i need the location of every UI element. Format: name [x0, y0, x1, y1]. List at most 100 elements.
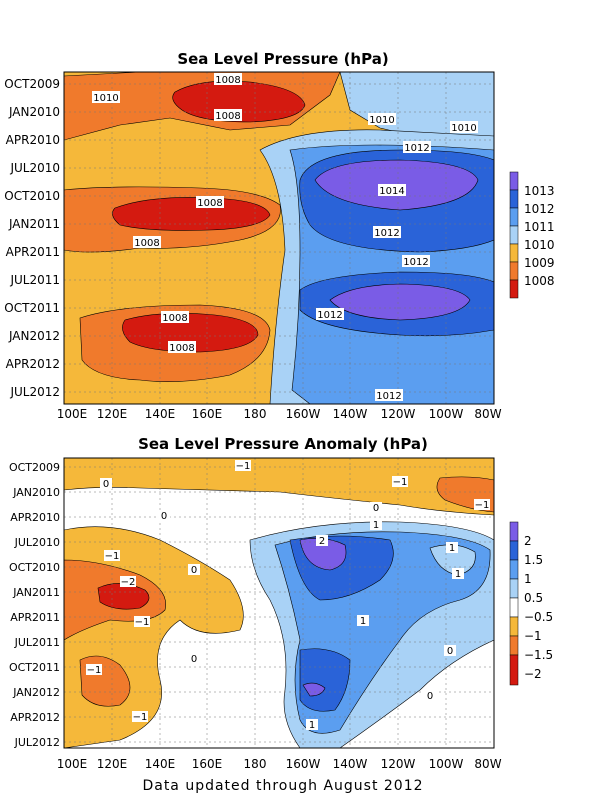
- colorbar-swatch: [509, 189, 519, 209]
- svg-text:1008: 1008: [215, 75, 240, 86]
- svg-text:−1: −1: [133, 712, 148, 723]
- colorbar-label: 1.5: [524, 553, 543, 567]
- svg-text:1: 1: [360, 616, 366, 627]
- svg-text:−1: −1: [135, 617, 150, 628]
- contour-label: 1014: [378, 184, 406, 197]
- colorbar-swatch: [509, 635, 519, 656]
- y-tick-label: OCT2010: [4, 189, 60, 203]
- y-tick-label: APR2012: [6, 357, 60, 371]
- colorbar-label: 1013: [524, 184, 555, 198]
- colorbar-label: 0.5: [524, 591, 543, 605]
- heatmap-field: [64, 458, 494, 748]
- y-tick-label: JUL2010: [14, 536, 60, 549]
- contour-label: 1008: [214, 109, 242, 122]
- colorbar-swatch: [509, 171, 519, 191]
- colorbar-label: −1.5: [524, 648, 553, 662]
- contour-label: 1012: [375, 389, 403, 402]
- grid: [64, 72, 494, 404]
- colorbar: 1013 1012 1011 1010 1009 1008: [509, 171, 555, 299]
- x-tick-label: 80W: [474, 757, 501, 771]
- svg-text:−1: −1: [475, 500, 490, 511]
- contour-label: 1: [452, 568, 464, 580]
- x-tick-label: 120W: [381, 757, 416, 771]
- svg-text:1010: 1010: [451, 123, 476, 134]
- region-1014-east-2: [329, 283, 471, 321]
- colorbar-label: −1: [524, 629, 542, 643]
- y-axis-labels: OCT2009 JAN2010 APR2010 JUL2010 OCT2010 …: [9, 461, 60, 749]
- contour-label: 1: [446, 542, 458, 554]
- footer-note: Data updated through August 2012: [142, 778, 423, 794]
- colorbar-label: 1008: [524, 274, 555, 288]
- region-1008-mid: [112, 197, 271, 231]
- contour-label: −1: [235, 460, 251, 472]
- colorbar-swatch: [509, 597, 519, 618]
- region-pos2-east-low: [302, 682, 326, 697]
- svg-text:0: 0: [103, 479, 109, 490]
- y-axis-labels: OCT2009 JAN2010 APR2010 JUL2010 OCT2010 …: [4, 77, 60, 399]
- contour-label: 1012: [316, 308, 344, 321]
- colorbar-swatch: [509, 225, 519, 245]
- svg-text:1: 1: [373, 520, 379, 531]
- x-tick-label: 100W: [429, 407, 464, 421]
- contour-label: 1008: [133, 236, 161, 249]
- colorbar-label: −2: [524, 667, 542, 681]
- y-tick-label: JUL2011: [14, 636, 60, 649]
- contour-label: 1008: [214, 73, 242, 86]
- colorbar-swatch: [509, 521, 519, 542]
- y-tick-label: JUL2011: [9, 273, 60, 287]
- svg-text:1014: 1014: [379, 186, 404, 197]
- svg-text:1008: 1008: [134, 238, 159, 249]
- x-tick-label: 140E: [145, 407, 176, 421]
- svg-text:1: 1: [449, 543, 455, 554]
- contour-label: 0: [370, 502, 382, 514]
- svg-text:−1: −1: [393, 477, 408, 488]
- contour-labels: 1008 1008 1010 1010 1010 1012 1014 1008 …: [92, 73, 478, 402]
- contour-labels: −1 −1 0 −1 0 0 1 2 −1 1 0 1 −2 −1 1 0 −1…: [86, 460, 490, 731]
- y-tick-label: JAN2011: [8, 217, 60, 231]
- svg-text:0: 0: [427, 691, 433, 702]
- svg-text:1008: 1008: [197, 198, 222, 209]
- x-tick-label: 160W: [286, 407, 321, 421]
- svg-text:−1: −1: [236, 461, 251, 472]
- y-tick-label: JUL2012: [14, 736, 60, 749]
- x-tick-label: 160E: [192, 407, 223, 421]
- plot-frame: [63, 457, 495, 749]
- y-tick-label: APR2010: [6, 133, 60, 147]
- plot-frame: [63, 71, 495, 405]
- chart-title: Sea Level Pressure (hPa): [177, 50, 388, 68]
- colorbar: 2 1.5 1 0.5 −0.5 −1 −1.5 −2: [509, 521, 553, 686]
- svg-text:1012: 1012: [374, 228, 399, 239]
- svg-text:1012: 1012: [403, 257, 428, 268]
- contour-label: 2: [316, 535, 328, 547]
- colorbar-swatch: [509, 540, 519, 561]
- panel-slp: Sea Level Pressure (hPa): [4, 50, 554, 421]
- contour-label: −2: [120, 576, 136, 588]
- y-tick-label: OCT2009: [4, 77, 60, 91]
- colorbar-label: 1012: [524, 202, 555, 216]
- svg-text:−2: −2: [121, 577, 136, 588]
- svg-text:1012: 1012: [317, 310, 342, 321]
- colorbar-swatch: [509, 616, 519, 637]
- colorbar-swatch: [509, 578, 519, 599]
- region-1008-low: [122, 313, 259, 353]
- y-tick-label: JAN2012: [8, 329, 60, 343]
- x-tick-label: 100E: [57, 757, 88, 771]
- y-tick-label: OCT2011: [4, 301, 60, 315]
- x-tick-label: 180: [244, 757, 267, 771]
- svg-text:1012: 1012: [404, 143, 429, 154]
- svg-text:1010: 1010: [369, 115, 394, 126]
- x-tick-label: 80W: [474, 407, 501, 421]
- contour-label: 1: [357, 615, 369, 627]
- y-tick-label: JAN2011: [12, 586, 60, 599]
- y-tick-label: JUL2010: [9, 161, 60, 175]
- contour-label: 0: [188, 564, 200, 576]
- colorbar-swatch: [509, 207, 519, 227]
- contour-label: −1: [392, 476, 408, 488]
- y-tick-label: OCT2010: [9, 561, 60, 574]
- x-tick-label: 140W: [333, 757, 368, 771]
- contour-label: 1010: [368, 113, 396, 126]
- contour-label: −1: [86, 664, 102, 676]
- contour-label: 0: [158, 510, 170, 522]
- x-tick-label: 100W: [429, 757, 464, 771]
